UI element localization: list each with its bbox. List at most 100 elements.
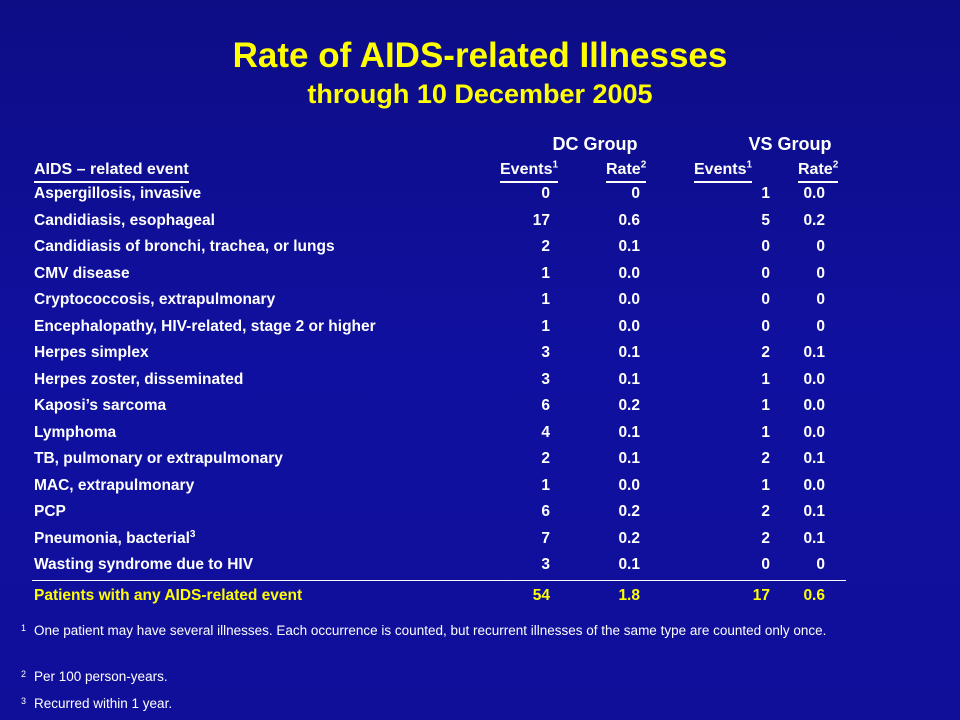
vs-events-value: 0	[761, 556, 770, 573]
event-name: MAC, extrapulmonary	[34, 476, 195, 494]
dc-events-value: 1	[541, 291, 550, 308]
event-name: Encephalopathy, HIV-related, stage 2 or …	[34, 317, 376, 335]
vs-events-value: 0	[761, 264, 770, 282]
vs-rate-label: Rate	[798, 161, 833, 178]
vs-rate-value: 0.0	[803, 185, 825, 202]
dc-rate-value: 0.1	[618, 344, 640, 361]
vs-events-value: 2	[761, 529, 770, 547]
table-row: Aspergillosis, invasive 0 0 1 0.0	[0, 184, 960, 211]
vs-rate-value: 0.0	[803, 423, 825, 441]
event-name: CMV disease	[34, 264, 130, 282]
dc-events-value: 1	[541, 476, 550, 494]
dc-events-value: 3	[541, 344, 550, 361]
table-row: Candidiasis of bronchi, trachea, or lung…	[0, 237, 960, 264]
vs-rate-value: 0	[816, 238, 825, 255]
vs-events-footnote-mark: 1	[746, 159, 753, 171]
vs-group-header: VS Group	[748, 134, 832, 154]
total-vs-events: 17	[752, 587, 770, 604]
event-name: Cryptococcosis, extrapulmonary	[34, 291, 276, 308]
dc-events-column-header: Events1	[500, 159, 559, 183]
dc-events-value: 17	[532, 211, 550, 229]
vs-rate-value: 0	[816, 291, 825, 308]
table-row: Encephalopathy, HIV-related, stage 2 or …	[0, 317, 960, 344]
table-row: Wasting syndrome due to HIV 3 0.1 0 0	[0, 555, 960, 582]
dc-rate-value: 0.2	[618, 397, 640, 414]
vs-rate-value: 0.1	[803, 344, 825, 361]
dc-rate-value: 0.2	[618, 529, 640, 547]
dc-events-value: 0	[541, 185, 550, 202]
table-row: Herpes zoster, disseminated 3 0.1 1 0.0	[0, 370, 960, 397]
dc-rate-value: 0.6	[618, 211, 640, 229]
vs-rate-value: 0.1	[803, 503, 825, 520]
dc-rate-value: 0.0	[618, 476, 640, 494]
event-column-header-label: AIDS – related event	[34, 161, 189, 178]
dc-rate-label: Rate	[606, 161, 641, 178]
footnote-text: Per 100 person-years.	[34, 669, 168, 684]
dc-rate-value: 0.0	[618, 291, 640, 308]
event-name: Candidiasis of bronchi, trachea, or lung…	[34, 238, 335, 255]
table-row: Herpes simplex 3 0.1 2 0.1	[0, 343, 960, 370]
vs-rate-value: 0.0	[803, 370, 825, 388]
event-column-header: AIDS – related event	[34, 159, 189, 183]
dc-events-value: 1	[541, 264, 550, 282]
vs-rate-value: 0	[816, 264, 825, 282]
dc-rate-column-header: Rate2	[606, 159, 647, 183]
slide-title: Rate of AIDS-related Illnesses	[232, 36, 728, 75]
dc-events-label: Events	[500, 161, 553, 178]
dc-events-value: 3	[541, 370, 550, 388]
total-vs-rate: 0.6	[803, 587, 825, 604]
total-divider	[32, 580, 846, 581]
dc-rate-value: 0.1	[618, 556, 640, 573]
total-dc-rate: 1.8	[618, 587, 640, 604]
dc-rate-value: 0.1	[618, 238, 640, 255]
footnote-mark: 1	[21, 623, 27, 633]
vs-events-value: 1	[761, 397, 770, 414]
dc-events-value: 1	[541, 317, 550, 335]
vs-rate-value: 0.0	[803, 397, 825, 414]
table-row: CMV disease 1 0.0 0 0	[0, 264, 960, 291]
event-name: Herpes zoster, disseminated	[34, 370, 244, 388]
vs-rate-value: 0	[816, 556, 825, 573]
dc-rate-value: 0.1	[618, 450, 640, 467]
event-name: Candidiasis, esophageal	[34, 211, 215, 229]
dc-events-value: 2	[541, 238, 550, 255]
event-name: Wasting syndrome due to HIV	[34, 556, 254, 573]
event-name: PCP	[34, 503, 66, 520]
vs-events-value: 1	[761, 476, 770, 494]
total-dc-events: 54	[532, 587, 550, 604]
vs-events-value: 1	[761, 185, 770, 202]
footnote-mark: 2	[21, 669, 27, 679]
dc-rate-value: 0.0	[618, 264, 640, 282]
vs-rate-value: 0.1	[803, 529, 825, 547]
table-row: Cryptococcosis, extrapulmonary 1 0.0 0 0	[0, 290, 960, 317]
dc-rate-value: 0	[631, 185, 640, 202]
total-label: Patients with any AIDS-related event	[34, 587, 303, 604]
dc-rate-value: 0.1	[618, 370, 640, 388]
footnote-mark: 3	[21, 696, 27, 706]
vs-events-value: 0	[761, 317, 770, 335]
dc-events-value: 2	[541, 450, 550, 467]
vs-rate-value: 0.2	[803, 211, 825, 229]
vs-events-column-header: Events1	[694, 159, 753, 183]
vs-events-value: 2	[761, 503, 770, 520]
dc-rate-value: 0.1	[618, 423, 640, 441]
vs-rate-value: 0	[816, 317, 825, 335]
vs-rate-column-header: Rate2	[798, 159, 839, 183]
event-name: Pneumonia, bacterial3	[34, 528, 196, 547]
table-row: Candidiasis, esophageal 17 0.6 5 0.2	[0, 211, 960, 238]
dc-group-header: DC Group	[552, 134, 638, 154]
vs-events-label: Events	[694, 161, 747, 178]
table-row: TB, pulmonary or extrapulmonary 2 0.1 2 …	[0, 449, 960, 476]
dc-events-value: 4	[541, 423, 550, 441]
dc-rate-footnote-mark: 2	[640, 159, 647, 171]
vs-rate-value: 0.1	[803, 450, 825, 467]
vs-events-value: 0	[761, 291, 770, 308]
vs-events-value: 2	[761, 450, 770, 467]
slide-subtitle: through 10 December 2005	[307, 79, 653, 109]
vs-rate-value: 0.0	[803, 476, 825, 494]
event-name: Aspergillosis, invasive	[34, 185, 202, 202]
table-row: MAC, extrapulmonary 1 0.0 1 0.0	[0, 476, 960, 503]
table-row: PCP 6 0.2 2 0.1	[0, 502, 960, 529]
dc-events-footnote-mark: 1	[552, 159, 559, 171]
table-row: Lymphoma 4 0.1 1 0.0	[0, 423, 960, 450]
